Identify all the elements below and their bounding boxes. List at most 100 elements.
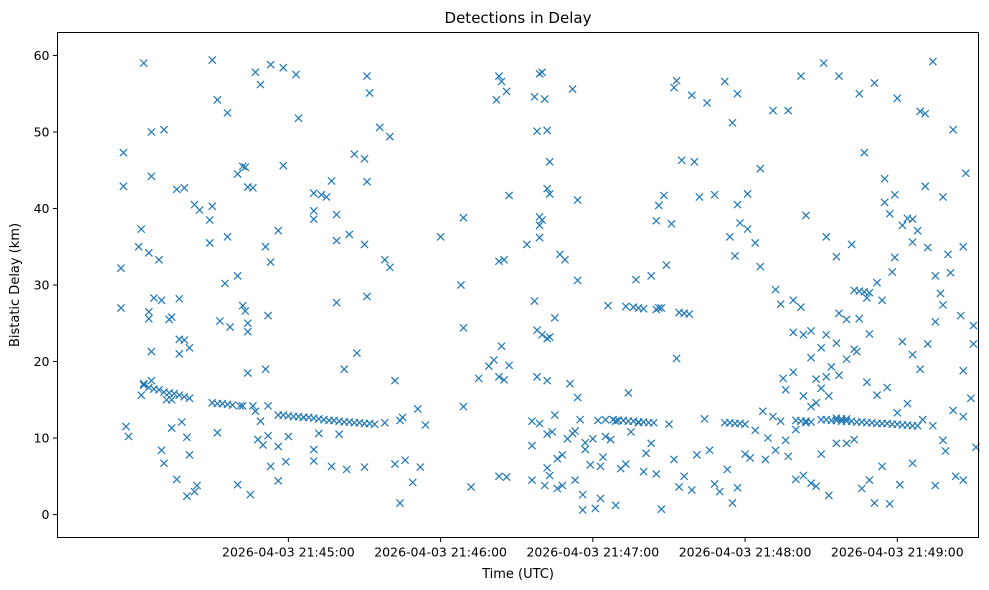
data-point xyxy=(626,427,635,436)
data-point xyxy=(543,334,552,343)
data-point xyxy=(959,366,968,375)
data-point xyxy=(611,501,620,510)
data-point xyxy=(741,420,750,429)
data-point xyxy=(365,88,374,97)
data-point xyxy=(309,189,318,198)
data-point xyxy=(401,456,410,465)
data-point xyxy=(705,446,714,455)
data-point xyxy=(332,236,341,245)
data-point xyxy=(730,251,739,260)
data-point xyxy=(743,225,752,234)
data-point xyxy=(664,420,673,429)
x-tick-label: 2026-04-03 21:45:00 xyxy=(222,545,355,560)
data-point xyxy=(548,427,557,436)
data-point xyxy=(505,361,514,370)
data-point xyxy=(756,164,765,173)
data-point xyxy=(223,108,232,117)
data-point xyxy=(350,150,359,159)
y-tick-label: 50 xyxy=(34,124,50,139)
data-point xyxy=(606,435,615,444)
data-point xyxy=(776,300,785,309)
data-point xyxy=(959,242,968,251)
data-point xyxy=(751,426,760,435)
data-point xyxy=(690,157,699,166)
data-point xyxy=(885,209,894,218)
data-point xyxy=(807,402,816,411)
data-point xyxy=(834,72,843,81)
data-point xyxy=(913,226,922,235)
data-point xyxy=(895,480,904,489)
data-point xyxy=(494,72,503,81)
data-point xyxy=(647,271,656,280)
data-point xyxy=(565,379,575,388)
data-point xyxy=(938,192,948,202)
data-point xyxy=(294,114,303,123)
data-point xyxy=(659,191,668,200)
data-point xyxy=(395,499,405,508)
data-point xyxy=(685,310,694,319)
data-point xyxy=(639,467,648,476)
data-point xyxy=(233,170,242,179)
data-point xyxy=(791,425,800,434)
x-axis-ticks: 2026-04-03 21:45:00 2026-04-03 21:46:00 20… xyxy=(222,537,964,560)
data-point xyxy=(601,432,610,441)
data-point xyxy=(543,184,552,193)
data-point xyxy=(182,433,191,442)
data-point xyxy=(862,293,871,303)
data-point xyxy=(951,472,960,481)
data-point xyxy=(553,484,562,493)
data-point xyxy=(799,391,808,400)
data-point xyxy=(248,401,257,410)
data-point xyxy=(916,365,925,374)
data-point xyxy=(208,202,217,211)
data-point xyxy=(870,78,879,88)
data-point xyxy=(807,479,816,488)
data-point xyxy=(530,297,539,306)
data-point xyxy=(870,499,879,508)
data-point xyxy=(862,378,871,387)
data-point xyxy=(497,77,506,86)
data-point xyxy=(134,242,143,251)
data-point xyxy=(497,342,506,351)
data-point xyxy=(147,347,156,356)
data-point xyxy=(256,80,265,89)
data-point xyxy=(756,262,765,271)
data-point xyxy=(913,421,922,430)
data-point xyxy=(261,365,270,374)
data-point xyxy=(949,125,958,134)
data-point xyxy=(550,411,559,420)
data-point xyxy=(649,418,658,427)
data-point xyxy=(789,296,798,305)
data-point xyxy=(180,183,189,192)
data-point xyxy=(931,317,940,326)
data-point xyxy=(883,383,892,392)
data-point xyxy=(949,406,958,415)
data-point xyxy=(817,343,826,352)
data-point xyxy=(573,393,582,402)
y-tick-label: 60 xyxy=(34,48,50,63)
data-point xyxy=(725,232,734,241)
data-point xyxy=(456,280,465,290)
data-point xyxy=(243,327,252,336)
data-point xyxy=(121,422,131,431)
data-point xyxy=(784,452,793,461)
data-point xyxy=(921,109,930,118)
data-point xyxy=(654,201,663,210)
data-point xyxy=(243,319,252,328)
data-point xyxy=(180,336,189,345)
data-point xyxy=(581,438,590,447)
data-point xyxy=(195,205,204,215)
data-point xyxy=(733,200,742,209)
data-point xyxy=(624,388,633,397)
data-point xyxy=(241,163,250,172)
data-point xyxy=(535,221,544,230)
data-point xyxy=(763,434,772,443)
data-point xyxy=(784,106,793,115)
data-point xyxy=(928,57,937,66)
data-point xyxy=(119,182,128,191)
data-point xyxy=(918,415,927,424)
data-point xyxy=(309,206,318,215)
data-point xyxy=(533,372,542,381)
data-point xyxy=(205,215,214,224)
data-point xyxy=(938,300,948,309)
